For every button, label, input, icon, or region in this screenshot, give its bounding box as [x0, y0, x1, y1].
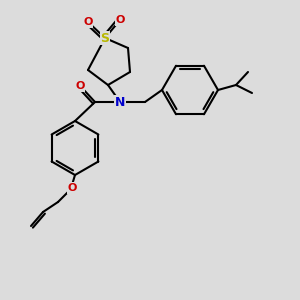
Text: O: O	[67, 183, 77, 193]
Text: O: O	[75, 81, 85, 91]
Text: S: S	[100, 32, 109, 44]
Text: O: O	[115, 15, 125, 25]
Text: N: N	[115, 95, 125, 109]
Text: O: O	[83, 17, 93, 27]
